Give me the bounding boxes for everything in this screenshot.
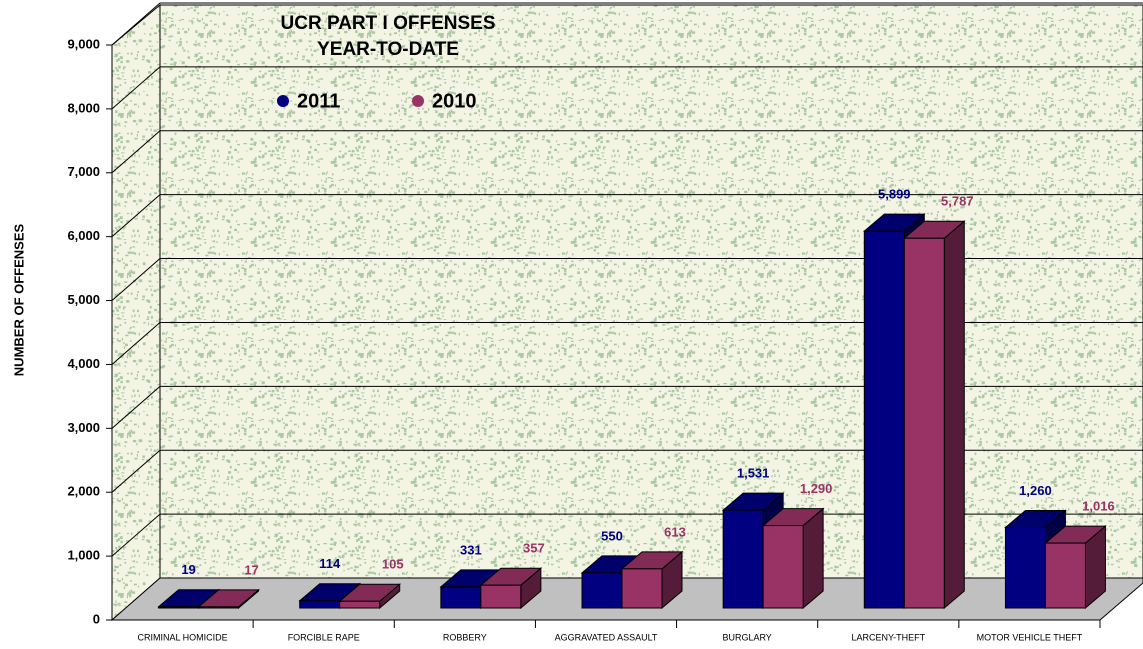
grid-line [111, 322, 161, 365]
chart-title: UCR PART I OFFENSES [281, 13, 496, 34]
value-label: 613 [664, 524, 686, 539]
grid-line [111, 258, 161, 301]
value-label: 19 [181, 562, 195, 577]
bar [581, 572, 623, 609]
value-label: 5,899 [878, 187, 911, 202]
side-wall [111, 3, 161, 622]
y-tick-label: 1,000 [67, 548, 100, 563]
x-tick-label: LARCENY-THEFT [851, 632, 925, 642]
y-tick-label: 4,000 [67, 356, 100, 371]
legend-label: 2010 [432, 90, 477, 112]
bar [863, 230, 905, 609]
value-label: 1,531 [737, 466, 770, 481]
legend-swatch [412, 95, 424, 107]
x-tick-label: MOTOR VEHICLE THEFT [977, 632, 1083, 642]
x-tick-label: BURGLARY [722, 632, 771, 642]
chart-subtitle: YEAR-TO-DATE [317, 39, 459, 60]
grid-line [111, 513, 161, 557]
legend-swatch [277, 95, 289, 107]
y-tick-label: 2,000 [67, 484, 100, 499]
x-tick-label: FORCIBLE RAPE [288, 632, 360, 642]
value-label: 331 [460, 542, 482, 557]
bar [198, 606, 240, 609]
x-tick-label: CRIMINAL HOMICIDE [137, 632, 227, 642]
y-tick-label: 9,000 [67, 36, 100, 51]
bar [480, 584, 522, 609]
y-tick-label: 5,000 [67, 292, 100, 307]
grid-line [111, 449, 161, 493]
legend-label: 2011 [297, 90, 340, 112]
x-tick-label: ROBBERY [443, 632, 487, 642]
grid-line [111, 130, 161, 174]
y-tick-label: 7,000 [67, 164, 100, 179]
value-label: 105 [382, 557, 404, 572]
value-label: 550 [601, 528, 623, 543]
bar [621, 568, 663, 609]
value-label: 114 [319, 556, 341, 571]
value-label: 17 [244, 562, 258, 577]
grid-line [111, 2, 161, 46]
bar [1004, 527, 1046, 609]
value-label: 1,290 [800, 481, 833, 496]
value-label: 5,787 [941, 194, 974, 209]
grid-line [111, 194, 161, 238]
bar [440, 586, 482, 609]
y-tick-label: 8,000 [67, 100, 100, 115]
value-label: 1,260 [1019, 483, 1052, 498]
bar [903, 237, 945, 609]
y-tick-label: 6,000 [67, 228, 100, 243]
grid-line [111, 66, 161, 110]
bar [1044, 542, 1086, 609]
value-label: 357 [523, 541, 545, 556]
bar [762, 525, 804, 609]
bar [722, 509, 764, 609]
bar [299, 600, 341, 609]
x-tick-label: AGGRAVATED ASSAULT [555, 632, 658, 642]
bar [158, 606, 200, 609]
y-tick-label: 0 [93, 611, 100, 626]
y-tick-label: 3,000 [67, 420, 100, 435]
bar [339, 600, 381, 609]
bar-side [943, 220, 965, 610]
y-axis-label: NUMBER OF OFFENSES [11, 223, 26, 376]
value-label: 1,016 [1082, 499, 1115, 514]
grid-line [111, 385, 161, 429]
